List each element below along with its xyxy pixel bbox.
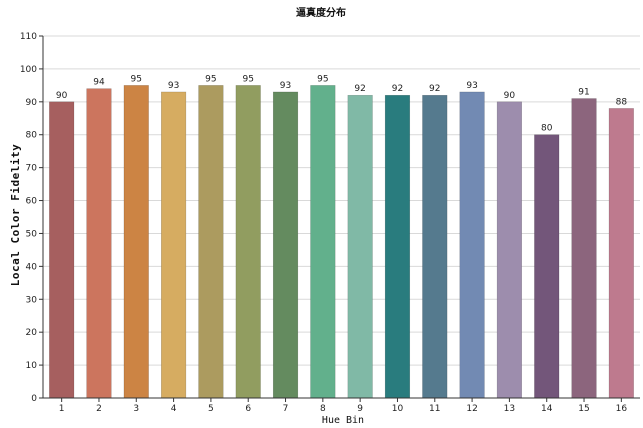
data-label: 92 [354,84,365,94]
data-labels: 90 94 95 93 95 95 93 95 92 92 92 93 90 80 91 88 [56,74,627,133]
bar [86,88,112,399]
data-label: 90 [56,91,68,101]
data-label: 93 [168,81,179,91]
y-tick-label: 40 [26,262,38,272]
x-tick-label: 5 [208,404,214,414]
data-label: 90 [504,91,516,101]
bar [49,101,75,399]
x-tick-label: 16 [616,404,628,414]
x-tick-label: 3 [133,404,139,414]
y-axis-ticks: 0 10 20 30 40 50 60 70 80 90 100 110 [20,32,43,404]
data-label: 95 [131,74,142,84]
data-label: 93 [466,81,477,91]
y-axis-title: Local Color Fidelity [9,144,22,286]
y-tick-label: 100 [20,65,37,75]
y-tick-label: 50 [26,229,38,239]
bar [235,85,261,399]
bar [384,94,411,399]
data-label: 93 [280,81,291,91]
y-tick-label: 30 [26,295,38,305]
x-tick-label: 15 [578,404,589,414]
bar [347,94,373,399]
bar [496,101,522,399]
bar [310,85,336,399]
data-label: 92 [392,84,403,94]
x-tick-label: 14 [541,404,553,414]
x-tick-label: 1 [59,404,65,414]
y-tick-label: 10 [26,361,38,371]
y-tick-label: 20 [26,328,38,338]
x-axis-title: Hue Bin [322,415,364,426]
chart-title: 逼真度分布 [296,6,346,19]
y-tick-label: 80 [26,131,38,141]
x-tick-label: 13 [504,404,515,414]
bar [123,85,149,399]
data-label: 88 [616,97,628,107]
bar [198,85,224,399]
y-tick-label: 110 [20,32,37,42]
x-tick-label: 10 [392,404,404,414]
y-tick-label: 70 [26,164,38,174]
data-label: 95 [205,74,216,84]
x-tick-label: 7 [283,404,289,414]
x-tick-label: 6 [245,404,251,414]
bar [534,134,560,399]
bar [459,91,485,399]
data-label: 80 [541,124,553,134]
x-tick-label: 12 [466,404,477,414]
bars [49,85,634,399]
y-tick-label: 0 [31,394,37,404]
x-tick-label: 8 [320,404,326,414]
y-tick-label: 90 [26,98,38,108]
y-tick-label: 60 [26,197,38,207]
x-tick-label: 2 [96,404,102,414]
x-tick-label: 4 [171,404,177,414]
x-tick-label: 9 [357,404,363,414]
data-label: 95 [242,74,253,84]
bar [272,91,299,399]
bar [422,94,448,399]
bar [161,91,187,399]
bar [571,98,597,399]
data-label: 91 [578,88,589,98]
data-label: 95 [317,74,328,84]
x-axis-ticks: 1 2 3 4 5 6 7 8 9 10 11 12 13 14 15 16 [59,398,628,414]
data-label: 92 [429,84,440,94]
data-label: 94 [93,78,105,88]
bar [608,108,634,399]
x-tick-label: 11 [429,404,440,414]
